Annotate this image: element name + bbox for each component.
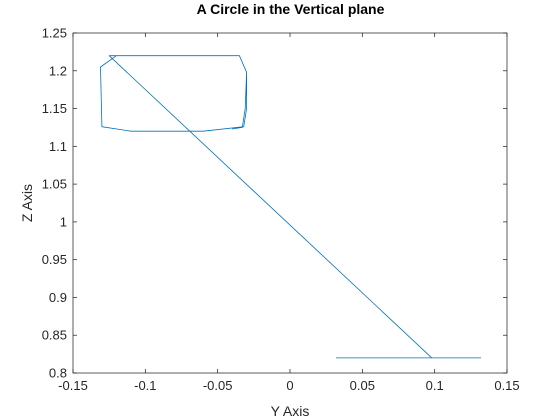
x-tick-label: 0.15 <box>494 378 519 393</box>
series-layer <box>100 55 481 359</box>
plot-area <box>72 32 508 374</box>
y-axis-ticks: 0.8 0.85 0.9 0.95 1 1.05 1.1 1.15 1.2 1.25 <box>42 26 507 381</box>
x-tick-label: 0.1 <box>426 378 444 393</box>
x-tick-label: -0.15 <box>58 378 88 393</box>
y-tick-label: 1 <box>60 214 67 229</box>
x-axis-label: Y Axis <box>271 403 310 419</box>
y-tick-label: 1.05 <box>42 177 67 192</box>
x-tick-label: -0.1 <box>134 378 156 393</box>
x-tick-label: -0.05 <box>203 378 233 393</box>
y-tick-label: 0.95 <box>42 252 67 267</box>
x-axis-ticks: -0.15 -0.1 -0.05 0 0.05 0.1 0.15 <box>58 33 520 393</box>
chart-title: A Circle in the Vertical plane <box>197 1 385 17</box>
y-tick-label: 0.8 <box>49 366 67 381</box>
x-tick-label: 0.05 <box>350 378 375 393</box>
y-tick-label: 1.25 <box>42 26 67 41</box>
y-axis-label: Z Axis <box>19 184 35 222</box>
y-tick-label: 0.9 <box>49 290 67 305</box>
y-tick-label: 1.2 <box>49 63 67 78</box>
y-tick-label: 0.85 <box>42 328 67 343</box>
y-tick-label: 1.15 <box>42 101 67 116</box>
y-tick-label: 1.1 <box>49 139 67 154</box>
series-line <box>100 55 481 359</box>
x-tick-label: 0 <box>286 378 293 393</box>
